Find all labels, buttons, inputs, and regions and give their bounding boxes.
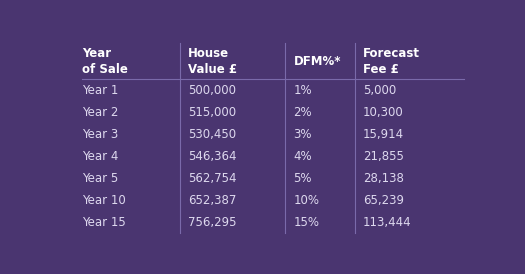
Text: Year 3: Year 3 bbox=[82, 128, 118, 141]
Text: DFM%*: DFM%* bbox=[293, 55, 341, 68]
Text: 515,000: 515,000 bbox=[188, 106, 236, 119]
Text: 5%: 5% bbox=[293, 172, 312, 185]
Text: House
Value £: House Value £ bbox=[188, 47, 237, 76]
Text: 28,138: 28,138 bbox=[363, 172, 404, 185]
Text: 5,000: 5,000 bbox=[363, 84, 396, 97]
Text: Year 15: Year 15 bbox=[82, 216, 125, 229]
Text: 500,000: 500,000 bbox=[188, 84, 236, 97]
Text: 113,444: 113,444 bbox=[363, 216, 411, 229]
Text: 15%: 15% bbox=[293, 216, 320, 229]
Text: Year 10: Year 10 bbox=[82, 194, 125, 207]
Text: 3%: 3% bbox=[293, 128, 312, 141]
Text: 652,387: 652,387 bbox=[188, 194, 236, 207]
Text: 756,295: 756,295 bbox=[188, 216, 236, 229]
Text: 2%: 2% bbox=[293, 106, 312, 119]
Text: Year
of Sale: Year of Sale bbox=[82, 47, 128, 76]
Text: 546,364: 546,364 bbox=[188, 150, 236, 163]
Text: Forecast
Fee £: Forecast Fee £ bbox=[363, 47, 419, 76]
Text: Year 4: Year 4 bbox=[82, 150, 118, 163]
Text: 562,754: 562,754 bbox=[188, 172, 236, 185]
Text: Year 5: Year 5 bbox=[82, 172, 118, 185]
Text: 10%: 10% bbox=[293, 194, 320, 207]
Text: 21,855: 21,855 bbox=[363, 150, 404, 163]
Text: 1%: 1% bbox=[293, 84, 312, 97]
Text: 65,239: 65,239 bbox=[363, 194, 404, 207]
Text: Year 2: Year 2 bbox=[82, 106, 118, 119]
Text: 530,450: 530,450 bbox=[188, 128, 236, 141]
Text: 4%: 4% bbox=[293, 150, 312, 163]
Text: Year 1: Year 1 bbox=[82, 84, 118, 97]
Text: 10,300: 10,300 bbox=[363, 106, 403, 119]
Text: 15,914: 15,914 bbox=[363, 128, 404, 141]
